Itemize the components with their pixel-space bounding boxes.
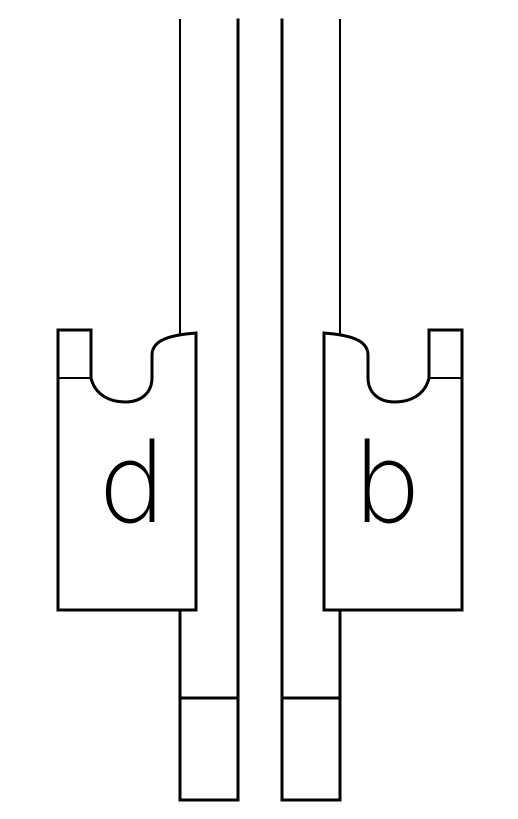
left-block-label: d — [97, 420, 167, 548]
left-rail — [179, 18, 240, 802]
right-block-label: b — [352, 420, 422, 548]
right-rail — [280, 18, 341, 802]
left-block: d — [56, 328, 198, 612]
right-block-outline — [322, 328, 464, 612]
left-block-outline — [56, 328, 198, 612]
left-stem — [178, 608, 240, 802]
right-stem — [280, 608, 342, 802]
right-block: b — [322, 328, 464, 612]
